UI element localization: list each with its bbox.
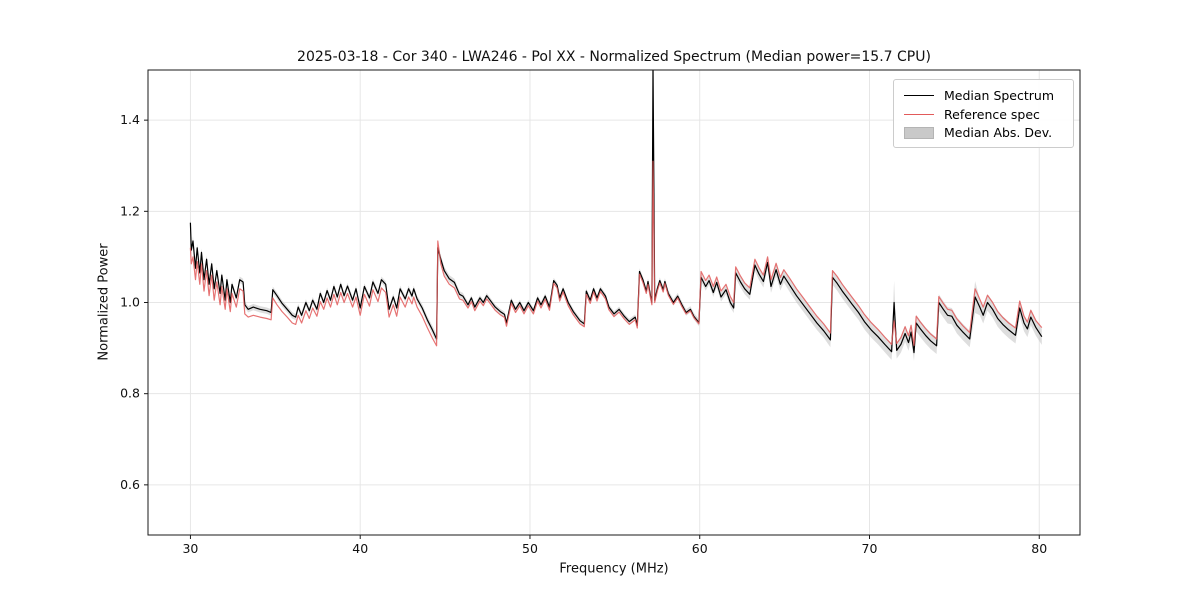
reference-line-swatch-icon [904, 113, 934, 115]
y-tick-label: 1.0 [120, 295, 140, 310]
legend-label: Median Abs. Dev. [944, 125, 1053, 140]
legend-label: Reference spec [944, 106, 1040, 122]
reference-spectrum-line [189, 160, 1043, 347]
legend-item-reference-spec: Reference spec [904, 106, 1065, 123]
mad-band [190, 70, 1042, 361]
x-tick-label: 60 [692, 541, 708, 556]
chart-title: 2025-03-18 - Cor 340 - LWA246 - Pol XX -… [297, 49, 931, 65]
y-tick-label: 0.8 [120, 386, 140, 401]
x-tick-label: 50 [522, 541, 538, 556]
x-tick-label: 40 [352, 541, 368, 556]
median-line-swatch-icon [904, 95, 934, 96]
x-tick-label: 80 [1031, 541, 1047, 556]
x-tick-label: 30 [182, 541, 198, 556]
x-tick-label: 70 [862, 541, 878, 556]
x-axis-label: Frequency (MHz) [559, 561, 669, 577]
y-tick-label: 1.4 [120, 112, 140, 127]
mad-patch-swatch-icon [904, 126, 934, 139]
legend: Median Spectrum Reference spec Median Ab… [893, 79, 1074, 148]
legend-item-median-spectrum: Median Spectrum [904, 87, 1065, 104]
legend-label: Median Spectrum [944, 88, 1055, 103]
legend-item-median-abs-dev: Median Abs. Dev. [904, 124, 1065, 141]
y-tick-label: 0.6 [120, 477, 140, 492]
y-tick-label: 1.2 [120, 203, 140, 218]
